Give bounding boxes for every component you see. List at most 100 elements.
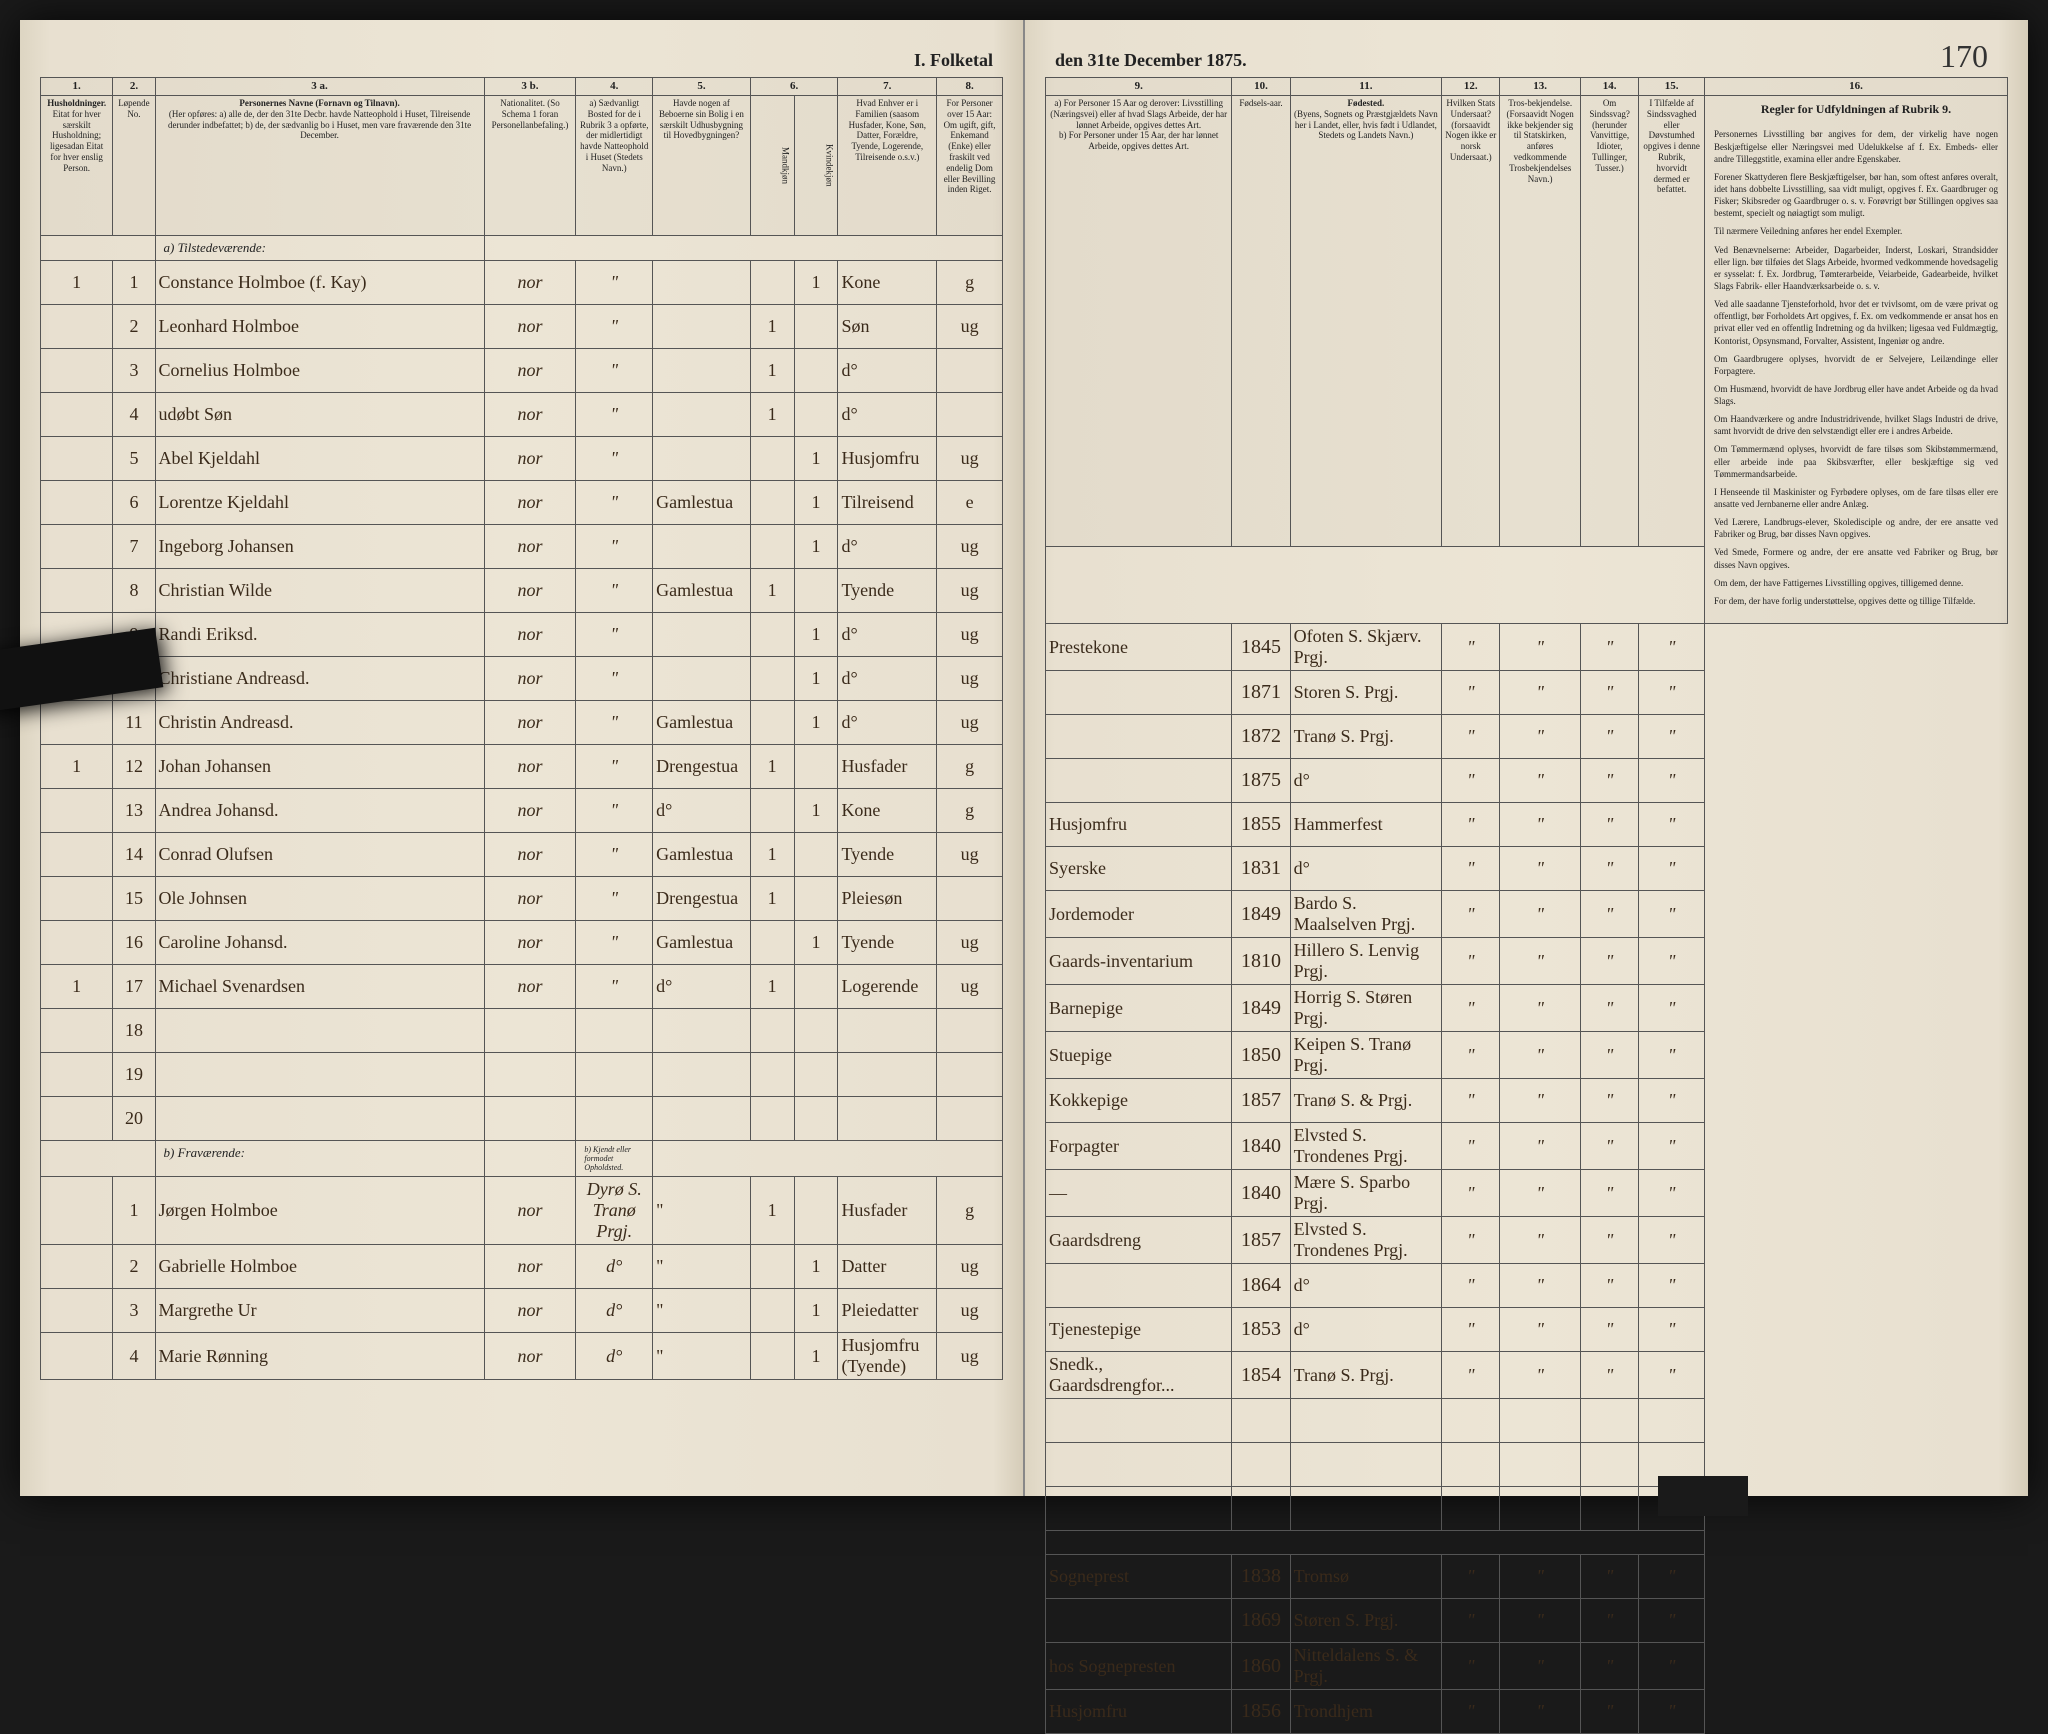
row-number: 7 — [113, 525, 155, 569]
religion: " — [1500, 1264, 1581, 1308]
residence: d° — [576, 1333, 653, 1380]
section-b-label: b) Fraværende: b) Kjendt eller formodet … — [41, 1141, 1003, 1177]
table-row: 2 Leonhard Holmboe nor " 1 Søn ug — [41, 305, 1003, 349]
disability: " — [1639, 1170, 1705, 1217]
relation: d° — [838, 613, 937, 657]
nationality: nor — [484, 481, 576, 525]
birth-year: 1840 — [1232, 1170, 1290, 1217]
disability: " — [1639, 803, 1705, 847]
table-row: 1872 Tranø S. Prgj. " " " " — [1046, 715, 2008, 759]
residence: " — [576, 745, 653, 789]
insane: " — [1580, 1264, 1638, 1308]
outbuilding: " — [653, 1289, 751, 1333]
occupation: Gaardsdreng — [1046, 1217, 1232, 1264]
table-row: 1 1 Constance Holmboe (f. Kay) nor " 1 K… — [41, 261, 1003, 305]
nationality: nor — [484, 701, 576, 745]
occupation — [1046, 1599, 1232, 1643]
person-name: Lorentze Kjeldahl — [155, 481, 484, 525]
header-title-left: I. Folketal — [40, 50, 1003, 71]
col-9: 9. — [1046, 78, 1232, 96]
female: 1 — [794, 1245, 838, 1289]
relation: Husfader — [838, 745, 937, 789]
person-name: Jørgen Holmboe — [155, 1177, 484, 1245]
civil-status: ug — [937, 833, 1003, 877]
male — [750, 789, 794, 833]
nationality: nor — [484, 569, 576, 613]
disability: " — [1639, 1032, 1705, 1079]
birthplace: Elvsted S. Trondenes Prgj. — [1290, 1217, 1441, 1264]
h9: a) For Personer 15 Aar og derover: Livss… — [1046, 96, 1232, 547]
birthplace: Horrig S. Støren Prgj. — [1290, 985, 1441, 1032]
census-book-spread: I. Folketal 1. 2. 3 a. 3 b. 4. 5. 6. 7. … — [20, 20, 2028, 1496]
table-row: 1871 Storen S. Prgj. " " " " — [1046, 671, 2008, 715]
religion: " — [1500, 1308, 1581, 1352]
table-row: 15 Ole Johnsen nor " Drengestua 1 Pleies… — [41, 877, 1003, 921]
col-number-row-r: 9. 10. 11. 12. 13. 14. 15. 16. — [1046, 78, 2008, 96]
insane: " — [1580, 1079, 1638, 1123]
household-mark: 1 — [41, 745, 113, 789]
row-number: 6 — [113, 481, 155, 525]
female — [794, 393, 838, 437]
person-name: Marie Rønning — [155, 1333, 484, 1380]
occupation: Gaards-inventarium — [1046, 938, 1232, 985]
citizenship: " — [1442, 1599, 1500, 1643]
residence: d° — [576, 1289, 653, 1333]
row-number: 17 — [113, 965, 155, 1009]
outbuilding: " — [653, 1177, 751, 1245]
census-table-left: 1. 2. 3 a. 3 b. 4. 5. 6. 7. 8. Husholdni… — [40, 77, 1003, 1380]
person-name: Johan Johansen — [155, 745, 484, 789]
civil-status: g — [937, 745, 1003, 789]
row-number: 1 — [113, 1177, 155, 1245]
disability: " — [1639, 1079, 1705, 1123]
female — [794, 305, 838, 349]
person-name: Margrethe Ur — [155, 1289, 484, 1333]
col-1: 1. — [41, 78, 113, 96]
occupation: Barnepige — [1046, 985, 1232, 1032]
table-row-empty — [1046, 1443, 2008, 1487]
religion: " — [1500, 1599, 1581, 1643]
civil-status: ug — [937, 965, 1003, 1009]
h8: For Personer over 15 Aar: Om ugift, gift… — [937, 96, 1003, 236]
household-mark — [41, 525, 113, 569]
occupation: Prestekone — [1046, 624, 1232, 671]
occupation: Forpagter — [1046, 1123, 1232, 1170]
male — [750, 261, 794, 305]
religion: " — [1500, 759, 1581, 803]
male: 1 — [750, 393, 794, 437]
table-row: 1875 d° " " " " — [1046, 759, 2008, 803]
outbuilding: Gamlestua — [653, 701, 751, 745]
birthplace: Hammerfest — [1290, 803, 1441, 847]
insane: " — [1580, 1690, 1638, 1734]
citizenship: " — [1442, 1690, 1500, 1734]
table-row: Jordemoder 1849 Bardo S. Maalselven Prgj… — [1046, 891, 2008, 938]
religion: " — [1500, 1217, 1581, 1264]
religion: " — [1500, 1555, 1581, 1599]
male — [750, 921, 794, 965]
person-name: Christiane Andreasd. — [155, 657, 484, 701]
person-name: Leonhard Holmboe — [155, 305, 484, 349]
residence: d° — [576, 1245, 653, 1289]
occupation — [1046, 671, 1232, 715]
occupation — [1046, 1264, 1232, 1308]
religion: " — [1500, 1690, 1581, 1734]
residence: " — [576, 525, 653, 569]
instructions-column: Regler for Udfyldningen af Rubrik 9. Per… — [1705, 96, 2008, 624]
section-b-spacer-r — [1046, 1531, 2008, 1555]
female — [794, 349, 838, 393]
female — [794, 745, 838, 789]
civil-status: g — [937, 1177, 1003, 1245]
person-name: udøbt Søn — [155, 393, 484, 437]
table-row: — 1840 Mære S. Sparbo Prgj. " " " " — [1046, 1170, 2008, 1217]
outbuilding: Drengestua — [653, 877, 751, 921]
insane: " — [1580, 759, 1638, 803]
person-name: Randi Eriksd. — [155, 613, 484, 657]
h14: Om Sindssvag? (herunder Vanvittige, Idio… — [1580, 96, 1638, 547]
household-mark — [41, 305, 113, 349]
outbuilding — [653, 393, 751, 437]
col-4: 4. — [576, 78, 653, 96]
insane: " — [1580, 715, 1638, 759]
birth-year: 1857 — [1232, 1217, 1290, 1264]
religion: " — [1500, 1643, 1581, 1690]
person-name: Ole Johnsen — [155, 877, 484, 921]
insane: " — [1580, 671, 1638, 715]
